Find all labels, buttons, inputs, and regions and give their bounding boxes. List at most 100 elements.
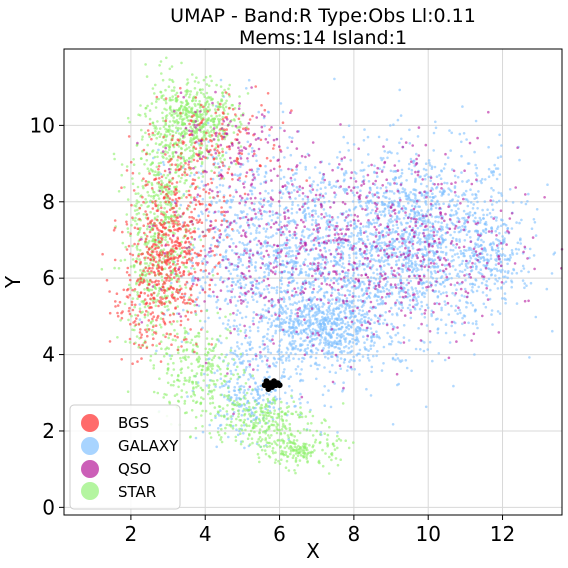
data-point-galaxy — [275, 232, 278, 235]
data-point-galaxy — [351, 191, 355, 194]
data-point-star — [192, 137, 195, 140]
data-point-star — [136, 233, 140, 236]
data-point-galaxy — [491, 323, 494, 326]
data-point-galaxy — [301, 211, 305, 215]
data-point-galaxy — [482, 256, 486, 260]
data-point-galaxy — [357, 240, 361, 243]
data-point-galaxy — [484, 231, 488, 234]
data-point-galaxy — [487, 267, 490, 270]
data-point-star — [162, 94, 165, 97]
data-point-galaxy — [191, 261, 194, 265]
data-point-galaxy — [426, 306, 430, 310]
data-point-galaxy — [303, 209, 307, 213]
data-point-star — [232, 118, 236, 121]
data-point-galaxy — [383, 241, 386, 244]
series-galaxy — [138, 77, 557, 450]
data-point-galaxy — [206, 121, 210, 125]
data-point-galaxy — [413, 263, 417, 266]
data-point-galaxy — [219, 377, 223, 381]
data-point-galaxy — [381, 314, 384, 317]
data-point-galaxy — [301, 298, 305, 302]
data-point-galaxy — [334, 185, 338, 188]
data-point-star — [183, 159, 186, 163]
data-point-galaxy — [366, 313, 369, 316]
data-point-galaxy — [492, 189, 495, 192]
data-point-galaxy — [198, 291, 202, 295]
data-point-galaxy — [216, 369, 219, 372]
data-point-galaxy — [457, 255, 460, 259]
data-point-galaxy — [482, 259, 486, 262]
data-point-galaxy — [374, 259, 378, 263]
data-point-star — [165, 157, 168, 160]
data-point-star — [139, 104, 142, 107]
data-point-galaxy — [401, 234, 405, 238]
data-point-galaxy — [463, 225, 467, 229]
data-point-galaxy — [349, 235, 353, 238]
data-point-galaxy — [312, 322, 315, 326]
data-point-galaxy — [382, 210, 386, 213]
data-point-galaxy — [351, 322, 355, 326]
data-point-galaxy — [281, 110, 285, 114]
data-point-galaxy — [312, 180, 315, 183]
data-point-galaxy — [301, 230, 304, 234]
data-point-galaxy — [237, 231, 241, 234]
data-point-galaxy — [308, 324, 311, 328]
data-point-galaxy — [304, 315, 307, 319]
data-point-galaxy — [321, 393, 325, 397]
data-point-galaxy — [291, 260, 294, 264]
data-point-galaxy — [279, 168, 283, 172]
data-point-galaxy — [239, 274, 243, 278]
data-point-galaxy — [239, 291, 242, 295]
data-point-galaxy — [307, 206, 310, 210]
data-point-galaxy — [284, 310, 287, 313]
data-point-galaxy — [268, 405, 272, 409]
data-point-galaxy — [200, 180, 204, 183]
data-point-galaxy — [400, 168, 404, 172]
data-point-galaxy — [305, 273, 308, 277]
data-point-galaxy — [487, 145, 490, 149]
data-point-galaxy — [500, 194, 504, 197]
data-point-galaxy — [348, 360, 351, 364]
data-point-star — [157, 292, 160, 295]
data-point-star — [207, 152, 211, 156]
data-point-galaxy — [267, 192, 270, 195]
data-point-galaxy — [231, 424, 235, 428]
data-point-star — [168, 78, 171, 81]
data-point-galaxy — [328, 270, 331, 274]
data-point-galaxy — [237, 333, 240, 336]
data-point-galaxy — [285, 185, 289, 189]
data-point-galaxy — [461, 193, 464, 197]
data-point-galaxy — [421, 219, 424, 223]
data-point-star — [168, 124, 171, 128]
data-point-galaxy — [358, 308, 361, 312]
data-point-galaxy — [391, 228, 395, 231]
data-point-galaxy — [275, 361, 278, 364]
data-point-galaxy — [450, 259, 453, 263]
data-point-galaxy — [296, 204, 300, 207]
data-point-galaxy — [327, 342, 331, 346]
data-point-galaxy — [384, 311, 388, 314]
data-point-galaxy — [431, 222, 435, 226]
data-point-galaxy — [327, 346, 331, 349]
data-point-star — [197, 81, 200, 84]
data-point-galaxy — [411, 288, 414, 291]
data-point-galaxy — [291, 249, 294, 253]
data-point-galaxy — [408, 142, 412, 145]
data-point-galaxy — [272, 362, 275, 365]
data-point-star — [149, 210, 152, 214]
data-point-galaxy — [388, 197, 391, 201]
data-point-galaxy — [325, 313, 329, 316]
data-point-galaxy — [440, 306, 443, 310]
data-point-galaxy — [338, 241, 342, 244]
data-point-galaxy — [326, 223, 330, 226]
data-point-galaxy — [396, 226, 400, 230]
data-point-galaxy — [256, 287, 260, 290]
data-point-galaxy — [352, 233, 356, 237]
data-point-galaxy — [295, 302, 299, 305]
data-point-galaxy — [383, 213, 387, 216]
data-point-galaxy — [246, 197, 249, 201]
data-point-galaxy — [485, 213, 489, 217]
data-point-star — [182, 156, 185, 159]
data-point-galaxy — [522, 267, 526, 270]
data-point-galaxy — [323, 338, 326, 341]
